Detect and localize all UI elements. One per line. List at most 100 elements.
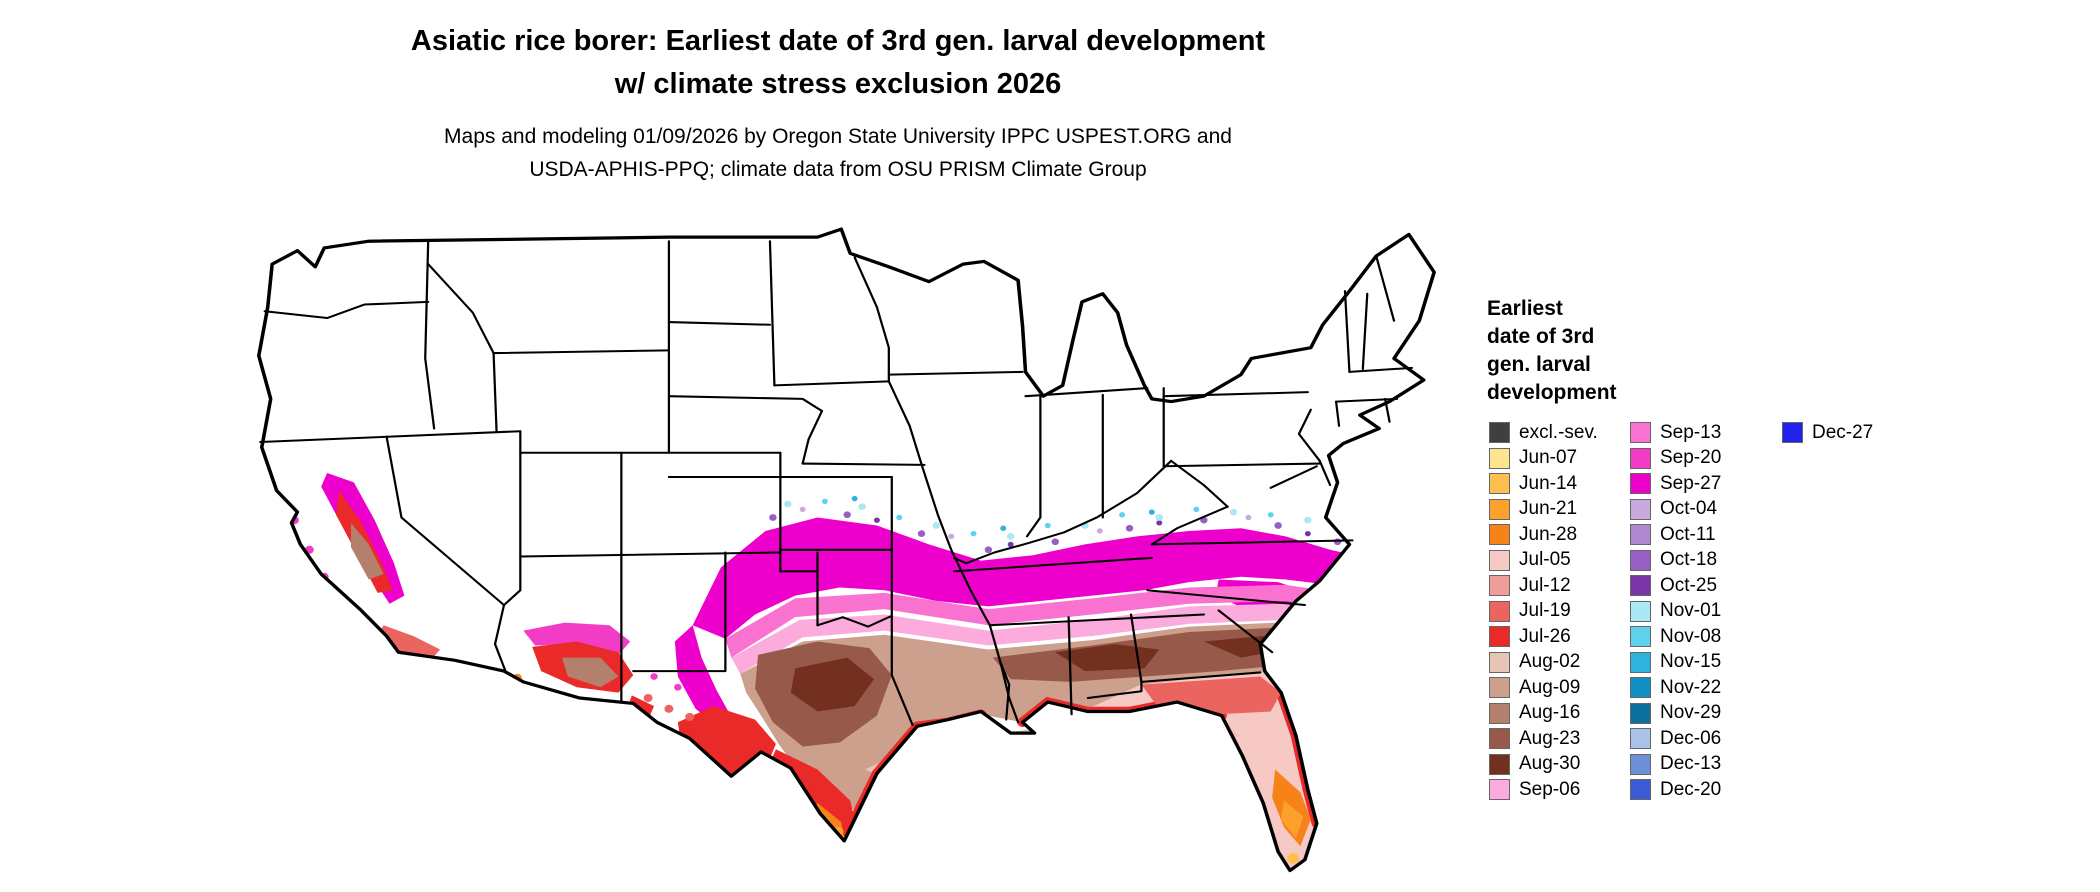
legend-item: Dec-27 (1782, 420, 1873, 446)
legend-column-1: excl.-sev. Jun-07 Jun-14 Jun-21 Jun-28 Jul-05… (1489, 420, 1598, 803)
legend-item: Oct-04 (1630, 497, 1721, 523)
legend-title-line: gen. larval (1487, 353, 1591, 376)
legend-item: Jun-21 (1489, 497, 1598, 523)
legend-swatch (1489, 600, 1510, 622)
legend-swatch (1630, 702, 1651, 724)
legend-item: Aug-09 (1489, 675, 1598, 701)
legend-title-line: Earliest (1487, 297, 1563, 320)
legend-swatch (1489, 498, 1510, 520)
map-subtitle-line1: Maps and modeling 01/09/2026 by Oregon S… (444, 125, 1232, 148)
legend-label: Sep-13 (1660, 421, 1722, 443)
legend-swatch (1630, 422, 1651, 444)
legend-swatch (1489, 549, 1510, 571)
legend-label: Oct-04 (1660, 498, 1718, 520)
legend-label: Jun-28 (1519, 523, 1578, 545)
map-title-line2: w/ climate stress exclusion 2026 (614, 68, 1062, 100)
legend-item: Dec-06 (1630, 726, 1721, 752)
legend-item: Jun-28 (1489, 522, 1598, 548)
map-region-dec-13-specks (1363, 516, 1389, 558)
legend-item: Nov-08 (1630, 624, 1721, 650)
legend-label: Jun-14 (1519, 472, 1578, 494)
map-subtitle-line2: USDA-APHIS-PPQ; climate data from OSU PR… (529, 158, 1147, 181)
legend-swatch (1489, 447, 1510, 469)
legend-swatch (1630, 626, 1651, 648)
legend-swatch (1489, 779, 1510, 801)
map-colored-regions (290, 472, 1389, 871)
legend-item: Nov-01 (1630, 599, 1721, 625)
legend-swatch (1630, 753, 1651, 775)
legend-swatch (1630, 779, 1651, 801)
legend-label: Nov-01 (1660, 600, 1722, 622)
legend-swatch (1630, 524, 1651, 546)
legend-swatch (1630, 651, 1651, 673)
legend-label: Jul-19 (1519, 600, 1571, 622)
legend-swatch (1489, 524, 1510, 546)
legend-label: Sep-27 (1660, 472, 1722, 494)
legend-item: Aug-02 (1489, 650, 1598, 676)
legend-item: Oct-25 (1630, 573, 1721, 599)
legend-label: Sep-06 (1519, 778, 1581, 800)
legend-swatch (1489, 422, 1510, 444)
legend-item: Jun-14 (1489, 471, 1598, 497)
legend-column-2: Sep-13 Sep-20 Sep-27 Oct-04 Oct-11 Oct-18 Oct-… (1630, 420, 1721, 803)
legend-swatch (1489, 626, 1510, 648)
map-region-jun-21-fl (1281, 800, 1304, 839)
legend-item: Nov-15 (1630, 650, 1721, 676)
legend-swatch (1489, 753, 1510, 775)
legend-swatch (1782, 422, 1803, 444)
legend-swatch (1630, 447, 1651, 469)
legend-label: Oct-11 (1660, 523, 1716, 545)
legend-swatch (1489, 702, 1510, 724)
legend-label: Jul-12 (1519, 574, 1571, 596)
map-region-sep-20-az (523, 622, 631, 655)
map-region-oct-04-specks (799, 506, 1252, 540)
map-region-oct-25-specks (873, 517, 1311, 548)
legend-item: Nov-29 (1630, 701, 1721, 727)
legend-label: Oct-25 (1660, 574, 1718, 596)
legend-label: Aug-16 (1519, 702, 1581, 724)
map-region-sep-20-nm-specks (650, 673, 682, 691)
legend-item: Jun-07 (1489, 446, 1598, 472)
legend-label: Aug-23 (1519, 727, 1581, 749)
legend-label: Aug-02 (1519, 651, 1581, 673)
us-outline (257, 227, 1436, 873)
legend-label: Aug-09 (1519, 676, 1581, 698)
legend-swatch (1630, 575, 1651, 597)
legend-swatch (1489, 728, 1510, 750)
map-region-aug-30-msal (1055, 644, 1160, 672)
legend-item: Jul-26 (1489, 624, 1598, 650)
legend-swatch (1489, 575, 1510, 597)
legend-item: Jul-19 (1489, 599, 1598, 625)
map-region-jul-19-socal (374, 625, 441, 663)
map-region-nov-15-specks (851, 495, 1155, 531)
legend-label: Dec-13 (1660, 753, 1722, 775)
map-region-jun-14-fl-tip (1287, 853, 1299, 864)
map-region-sep-06-band (731, 603, 1365, 674)
legend-swatch (1630, 498, 1651, 520)
legend-item: Nov-22 (1630, 675, 1721, 701)
legend-item: Oct-18 (1630, 548, 1721, 574)
legend-label: Nov-22 (1660, 676, 1722, 698)
map-subtitle: Maps and modeling 01/09/2026 by Oregon S… (411, 120, 1265, 186)
legend-item: Sep-13 (1630, 420, 1721, 446)
legend-label: Jul-26 (1519, 625, 1571, 647)
legend-item: Dec-13 (1630, 752, 1721, 778)
legend-swatch (1489, 651, 1510, 673)
legend-label: Jul-05 (1519, 549, 1571, 571)
map-region-florida-body (1087, 671, 1317, 871)
map-region-sep-27-band (692, 517, 1386, 639)
map-title-line1: Asiatic rice borer: Earliest date of 3rd… (410, 25, 1266, 57)
map-region-aug-30-tx (790, 657, 874, 712)
legend-swatch (1630, 677, 1651, 699)
legend-swatch (1630, 473, 1651, 495)
legend-label: Dec-06 (1660, 727, 1722, 749)
legend-label: Dec-27 (1812, 421, 1874, 443)
header: Asiatic rice borer: Earliest date of 3rd… (411, 20, 1265, 186)
map-region-dec-06-speck (1372, 497, 1380, 505)
legend-title-line: date of 3rd (1487, 325, 1595, 348)
legend-item: Aug-16 (1489, 701, 1598, 727)
legend-label: Jun-07 (1519, 447, 1578, 469)
legend-label: Aug-30 (1519, 753, 1581, 775)
legend-item: excl.-sev. (1489, 420, 1598, 446)
